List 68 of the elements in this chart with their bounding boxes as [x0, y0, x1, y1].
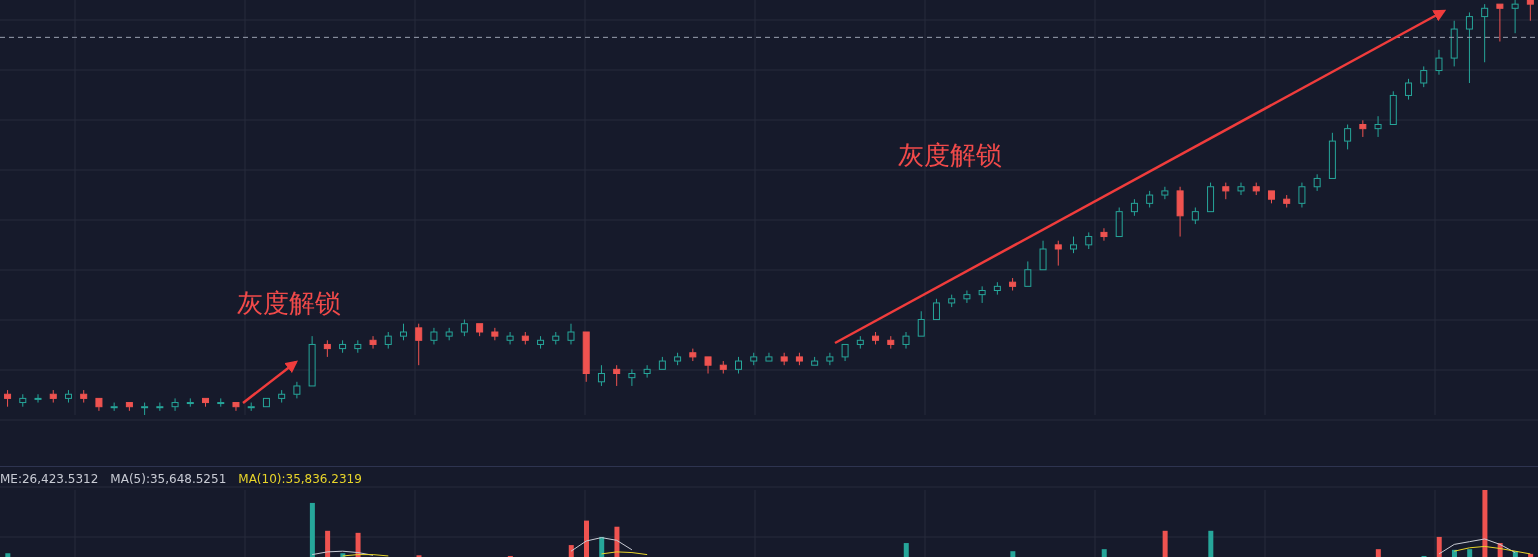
- bar: [568, 545, 574, 557]
- bar: [599, 536, 605, 557]
- candlestick: [993, 281, 1001, 296]
- candlestick: [1435, 49, 1443, 76]
- bar: [1375, 549, 1381, 557]
- candlestick: [293, 381, 301, 399]
- candlestick: [1176, 186, 1184, 238]
- bar: [1467, 549, 1473, 557]
- candlestick: [1374, 115, 1382, 138]
- candlestick: [323, 339, 331, 358]
- candlestick: [963, 290, 971, 304]
- bar: [1101, 549, 1107, 557]
- candlestick: [597, 364, 605, 387]
- candlestick: [643, 364, 651, 379]
- candlestick: [1313, 173, 1321, 192]
- candlestick: [613, 364, 621, 387]
- candlestick: [49, 389, 57, 404]
- candlestick: [567, 323, 575, 345]
- candlestick: [1161, 186, 1169, 200]
- candlestick: [34, 393, 42, 404]
- candlestick: [4, 389, 12, 408]
- candlestick: [80, 389, 88, 404]
- candlestick: [491, 327, 499, 341]
- candlestick: [1237, 182, 1245, 196]
- text: MA(10):35,836.2319: [238, 472, 362, 486]
- candlestick: [354, 339, 362, 354]
- text: ME:26,423.5312: [0, 472, 99, 486]
- candlestick: [506, 331, 514, 345]
- candlestick: [1130, 198, 1138, 217]
- bar: [1208, 530, 1214, 557]
- candlestick: [1465, 11, 1473, 84]
- candlestick: [278, 389, 286, 404]
- bar: [1436, 536, 1442, 557]
- candlestick: [978, 285, 986, 304]
- bar: [325, 530, 331, 557]
- annotation: 灰度解锁: [898, 139, 1002, 172]
- candlestick: [186, 397, 194, 408]
- candlestick: [826, 352, 834, 366]
- bar: [309, 502, 315, 557]
- bar: [5, 553, 11, 557]
- candlestick: [628, 368, 636, 387]
- text: MA(5):35,648.5251: [110, 472, 227, 486]
- candlestick: [1009, 277, 1017, 291]
- annotation: 灰度解锁: [237, 287, 341, 320]
- candlestick: [856, 335, 864, 350]
- candlestick: [1100, 227, 1108, 242]
- candlestick: [1283, 194, 1291, 208]
- candlestick: [1359, 119, 1367, 138]
- bar: [583, 520, 589, 557]
- bar: [1010, 551, 1016, 557]
- candlestick: [1481, 3, 1489, 63]
- candlestick: [19, 393, 27, 408]
- candlestick: [217, 397, 225, 408]
- candlestick: [1298, 182, 1306, 208]
- bar: [1162, 530, 1168, 557]
- candlestick: [171, 397, 179, 412]
- candlestick: [902, 331, 910, 350]
- candlestick: [339, 339, 347, 354]
- candlestick: [719, 360, 727, 374]
- candlestick: [430, 327, 438, 345]
- bar: [1482, 490, 1488, 557]
- candlestick: [369, 335, 377, 350]
- candlestick: [887, 335, 895, 350]
- bar: [1528, 553, 1534, 557]
- candlestick: [537, 335, 545, 350]
- candlestick: [64, 389, 72, 404]
- bar: [903, 543, 909, 557]
- candlestick: [384, 331, 392, 350]
